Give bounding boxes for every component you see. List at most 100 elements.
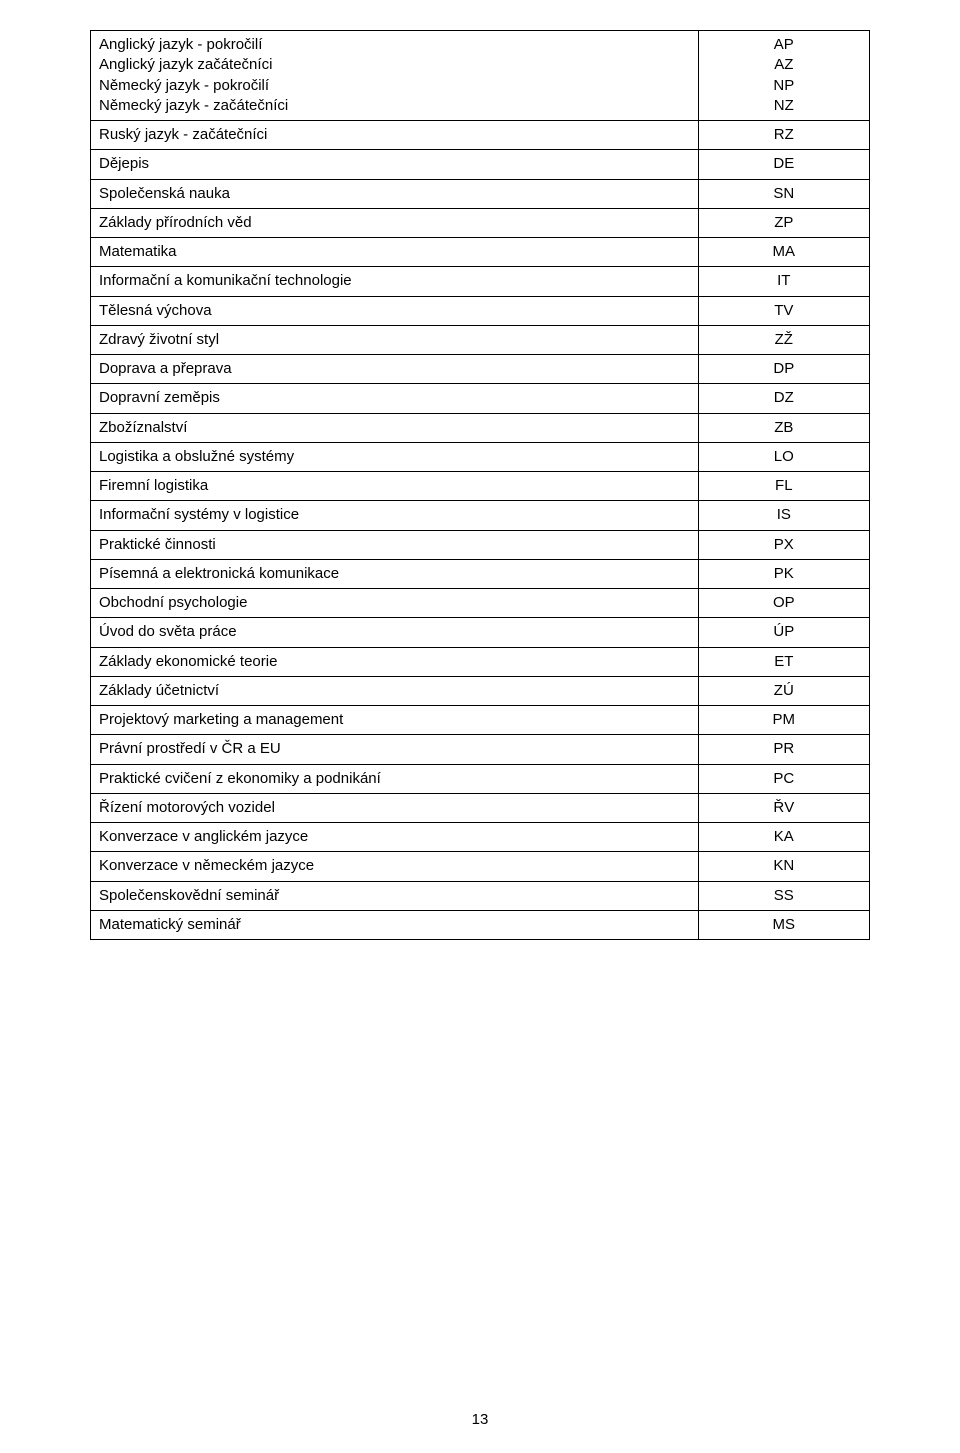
table-row: Zbožíznalství ZB — [91, 413, 870, 442]
subject-name-cell: Tělesná výchova — [91, 296, 699, 325]
subject-code-cell: SS — [698, 881, 869, 910]
subject-name-cell: Matematika — [91, 238, 699, 267]
subject-code-line: ÚP — [707, 622, 861, 642]
table-row: Základy přírodních věd ZP — [91, 208, 870, 237]
subject-code-line: ZŽ — [707, 330, 861, 350]
table-row: Dopravní zeměpisDZ — [91, 384, 870, 413]
subject-name-line: Tělesná výchova — [99, 301, 690, 321]
subject-name-line: Právní prostředí v ČR a EU — [99, 739, 690, 759]
table-row: Ruský jazyk - začátečníciRZ — [91, 121, 870, 150]
subject-name-cell: Informační systémy v logistice — [91, 501, 699, 530]
subject-name-cell: Základy přírodních věd — [91, 208, 699, 237]
subject-code-cell: PM — [698, 706, 869, 735]
table-row: Zdravý životní styl ZŽ — [91, 325, 870, 354]
subject-name-line: Konverzace v anglickém jazyce — [99, 827, 690, 847]
subject-code-line: AZ — [707, 55, 861, 75]
subject-name-cell: Společenskovědní seminář — [91, 881, 699, 910]
subject-name-line: Německý jazyk - začátečníci — [99, 96, 690, 116]
subject-code-cell: MA — [698, 238, 869, 267]
subject-name-line: Doprava a přeprava — [99, 359, 690, 379]
subject-code-line: ET — [707, 652, 861, 672]
subject-code-cell: ZP — [698, 208, 869, 237]
subject-code-line: PX — [707, 535, 861, 555]
subject-name-cell: Konverzace v anglickém jazyce — [91, 823, 699, 852]
subject-code-line: LO — [707, 447, 861, 467]
subject-code-line: AP — [707, 35, 861, 55]
subject-name-cell: Konverzace v německém jazyce — [91, 852, 699, 881]
subject-code-line: DE — [707, 154, 861, 174]
subject-name-cell: Zbožíznalství — [91, 413, 699, 442]
subject-name-line: Základy účetnictví — [99, 681, 690, 701]
subject-name-line: Úvod do světa práce — [99, 622, 690, 642]
subject-code-line: NZ — [707, 96, 861, 116]
table-row: Praktické cvičení z ekonomiky a podnikán… — [91, 764, 870, 793]
subject-code-line: DP — [707, 359, 861, 379]
subject-code-cell: PR — [698, 735, 869, 764]
subject-code-cell: MS — [698, 910, 869, 939]
table-row: Společenskovědní seminář SS — [91, 881, 870, 910]
subject-name-line: Zdravý životní styl — [99, 330, 690, 350]
subject-code-cell: APAZNPNZ — [698, 31, 869, 121]
subject-name-line: Německý jazyk - pokročilí — [99, 76, 690, 96]
subject-name-cell: Doprava a přeprava — [91, 355, 699, 384]
subject-name-cell: Úvod do světa práce — [91, 618, 699, 647]
table-row: Projektový marketing a managementPM — [91, 706, 870, 735]
subject-code-cell: KA — [698, 823, 869, 852]
subject-code-cell: ŘV — [698, 793, 869, 822]
table-row: Řízení motorových vozidel ŘV — [91, 793, 870, 822]
subject-name-line: Řízení motorových vozidel — [99, 798, 690, 818]
subjects-table: Anglický jazyk - pokročilíAnglický jazyk… — [90, 30, 870, 940]
subject-code-line: PK — [707, 564, 861, 584]
subject-code-cell: PX — [698, 530, 869, 559]
table-row: Informační systémy v logisticeIS — [91, 501, 870, 530]
table-row: Konverzace v anglickém jazyce KA — [91, 823, 870, 852]
subject-name-cell: Zdravý životní styl — [91, 325, 699, 354]
subject-code-line: PC — [707, 769, 861, 789]
subject-code-cell: DP — [698, 355, 869, 384]
subject-name-line: Obchodní psychologie — [99, 593, 690, 613]
subject-code-line: ŘV — [707, 798, 861, 818]
subject-code-line: NP — [707, 76, 861, 96]
subject-name-line: Informační systémy v logistice — [99, 505, 690, 525]
subject-name-line: Dopravní zeměpis — [99, 388, 690, 408]
subject-code-line: OP — [707, 593, 861, 613]
subject-name-line: Anglický jazyk - pokročilí — [99, 35, 690, 55]
table-row: Logistika a obslužné systémy LO — [91, 442, 870, 471]
subject-code-line: RZ — [707, 125, 861, 145]
subject-code-line: SN — [707, 184, 861, 204]
subject-name-cell: Písemná a elektronická komunikace — [91, 559, 699, 588]
table-row: Písemná a elektronická komunikace PK — [91, 559, 870, 588]
subject-name-cell: Firemní logistika — [91, 472, 699, 501]
subject-name-cell: Základy ekonomické teorie — [91, 647, 699, 676]
table-row: Anglický jazyk - pokročilíAnglický jazyk… — [91, 31, 870, 121]
subject-name-line: Praktické činnosti — [99, 535, 690, 555]
subject-name-line: Informační a komunikační technologie — [99, 271, 690, 291]
subject-code-line: FL — [707, 476, 861, 496]
subject-code-cell: LO — [698, 442, 869, 471]
subject-code-line: MS — [707, 915, 861, 935]
subject-name-line: Praktické cvičení z ekonomiky a podnikán… — [99, 769, 690, 789]
subject-code-line: IT — [707, 271, 861, 291]
subject-code-cell: ZB — [698, 413, 869, 442]
subject-name-line: Zbožíznalství — [99, 418, 690, 438]
subject-code-line: ZP — [707, 213, 861, 233]
subject-code-cell: ZÚ — [698, 676, 869, 705]
subject-name-cell: Řízení motorových vozidel — [91, 793, 699, 822]
subject-code-cell: DE — [698, 150, 869, 179]
subject-code-line: PM — [707, 710, 861, 730]
subject-name-cell: Praktické činnosti — [91, 530, 699, 559]
subject-code-cell: ZŽ — [698, 325, 869, 354]
table-row: Obchodní psychologie OP — [91, 589, 870, 618]
subject-name-line: Společenská nauka — [99, 184, 690, 204]
table-row: Právní prostředí v ČR a EU PR — [91, 735, 870, 764]
subject-code-line: TV — [707, 301, 861, 321]
subject-code-cell: KN — [698, 852, 869, 881]
table-row: Společenská nauka SN — [91, 179, 870, 208]
subject-name-line: Logistika a obslužné systémy — [99, 447, 690, 467]
subject-code-line: SS — [707, 886, 861, 906]
table-row: Základy ekonomické teorie ET — [91, 647, 870, 676]
subject-name-line: Firemní logistika — [99, 476, 690, 496]
subject-name-line: Základy přírodních věd — [99, 213, 690, 233]
page-number: 13 — [0, 1411, 960, 1428]
subject-code-cell: PC — [698, 764, 869, 793]
